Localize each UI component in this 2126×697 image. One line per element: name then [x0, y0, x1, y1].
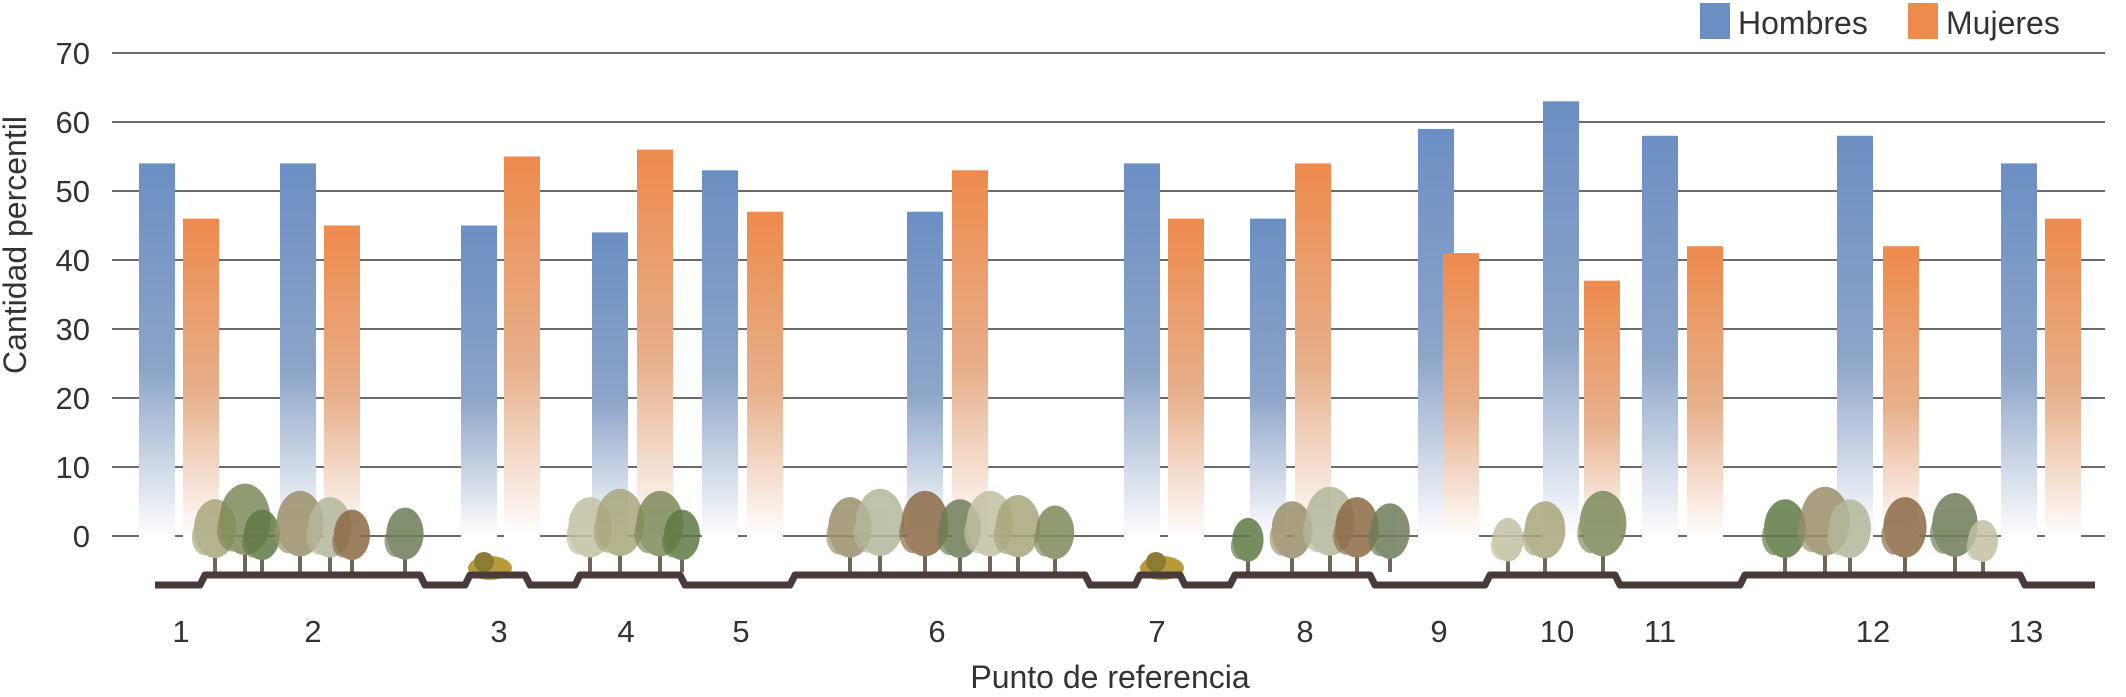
y-tick-label: 10: [56, 450, 90, 485]
bar-hombres-6: [907, 211, 943, 538]
tree-illustrations: [191, 483, 1998, 580]
x-tick-label: 6: [928, 614, 945, 649]
bar-mujeres-12: [1883, 246, 1919, 538]
tree-icon: [1033, 505, 1075, 572]
terrain-line: [155, 571, 2095, 589]
tree-icon: [593, 488, 644, 572]
x-tick-label: 12: [1856, 614, 1890, 649]
bar-mujeres-8: [1295, 163, 1331, 538]
bar-hombres-7: [1124, 163, 1160, 538]
x-tick-label: 7: [1148, 614, 1165, 649]
tree-icon: [993, 495, 1041, 572]
tree-icon: [1929, 492, 1978, 572]
x-tick-label: 3: [490, 614, 507, 649]
bar-mujeres-6: [952, 170, 988, 539]
x-tick-label: 4: [617, 614, 634, 649]
y-tick-label: 20: [56, 381, 90, 416]
y-tick-label: 60: [56, 105, 90, 140]
tree-icon: [1826, 499, 1871, 572]
tree-icon: [1269, 501, 1313, 572]
bar-mujeres-4: [637, 149, 673, 538]
x-tick-label: 10: [1540, 614, 1574, 649]
bar-mujeres-7: [1168, 218, 1204, 538]
x-axis-ticks: 1 2 3 4 5 6 7 8 9 10 11 12 13: [172, 614, 2043, 649]
x-tick-label: 11: [1644, 614, 1676, 649]
x-tick-label: 8: [1296, 614, 1313, 649]
terrain-profile: [155, 571, 2095, 589]
grid-lines: [112, 52, 2105, 537]
tree-icon: [1230, 517, 1264, 572]
tree-icon: [1490, 517, 1524, 572]
bar-hombres-2: [280, 163, 316, 538]
bar-hombres-10: [1543, 101, 1579, 539]
tree-icon: [853, 488, 904, 572]
tree-icon: [1761, 499, 1806, 572]
x-tick-label: 13: [2009, 614, 2043, 649]
x-tick-label: 5: [732, 614, 749, 649]
bar-mujeres-11: [1687, 246, 1723, 538]
tree-icon: [1966, 520, 1998, 572]
legend-label-hombres: Hombres: [1738, 5, 1868, 41]
bar-mujeres-5: [747, 211, 783, 538]
bar-mujeres-13: [2045, 218, 2081, 538]
tree-icon: [242, 509, 280, 572]
bar-hombres-5: [702, 170, 738, 539]
x-axis-label: Punto de referencia: [970, 659, 1250, 695]
x-tick-label: 2: [304, 614, 321, 649]
bar-hombres-8: [1250, 218, 1286, 538]
tree-icon: [899, 490, 949, 572]
x-tick-label: 1: [172, 614, 189, 649]
legend-swatch-hombres: [1700, 3, 1730, 39]
tree-icon: [1522, 501, 1566, 572]
tree-icon: [1577, 490, 1627, 572]
bar-hombres-13: [2001, 163, 2037, 538]
bar-mujeres-2: [324, 225, 360, 538]
legend-label-mujeres: Mujeres: [1946, 5, 2060, 41]
y-tick-label: 30: [56, 312, 90, 347]
y-axis-label: Cantidad percentil: [0, 116, 33, 374]
y-tick-label: 40: [56, 243, 90, 278]
bar-hombres-11: [1642, 135, 1678, 539]
bar-mujeres-1: [183, 218, 219, 538]
legend: Hombres Mujeres: [1700, 3, 2060, 41]
bar-mujeres-9: [1443, 253, 1479, 538]
bar-mujeres-3: [504, 156, 540, 538]
bar-hombres-4: [592, 232, 628, 538]
tree-icon: [1368, 503, 1410, 572]
x-tick-label: 9: [1430, 614, 1447, 649]
tree-icon: [1881, 497, 1927, 572]
y-tick-label: 0: [73, 519, 90, 554]
tree-icon: [384, 507, 424, 572]
tree-icon: [1333, 497, 1379, 572]
bar-hombres-12: [1837, 135, 1873, 539]
bars: [139, 101, 2081, 539]
y-axis-ticks: 0 10 20 30 40 50 60 70: [56, 36, 90, 554]
y-tick-label: 70: [56, 36, 90, 71]
bar-hombres-1: [139, 163, 175, 538]
tree-icon: [332, 509, 370, 572]
tree-icon: [662, 509, 700, 572]
y-tick-label: 50: [56, 174, 90, 209]
legend-swatch-mujeres: [1908, 3, 1938, 39]
bar-hombres-3: [461, 225, 497, 538]
